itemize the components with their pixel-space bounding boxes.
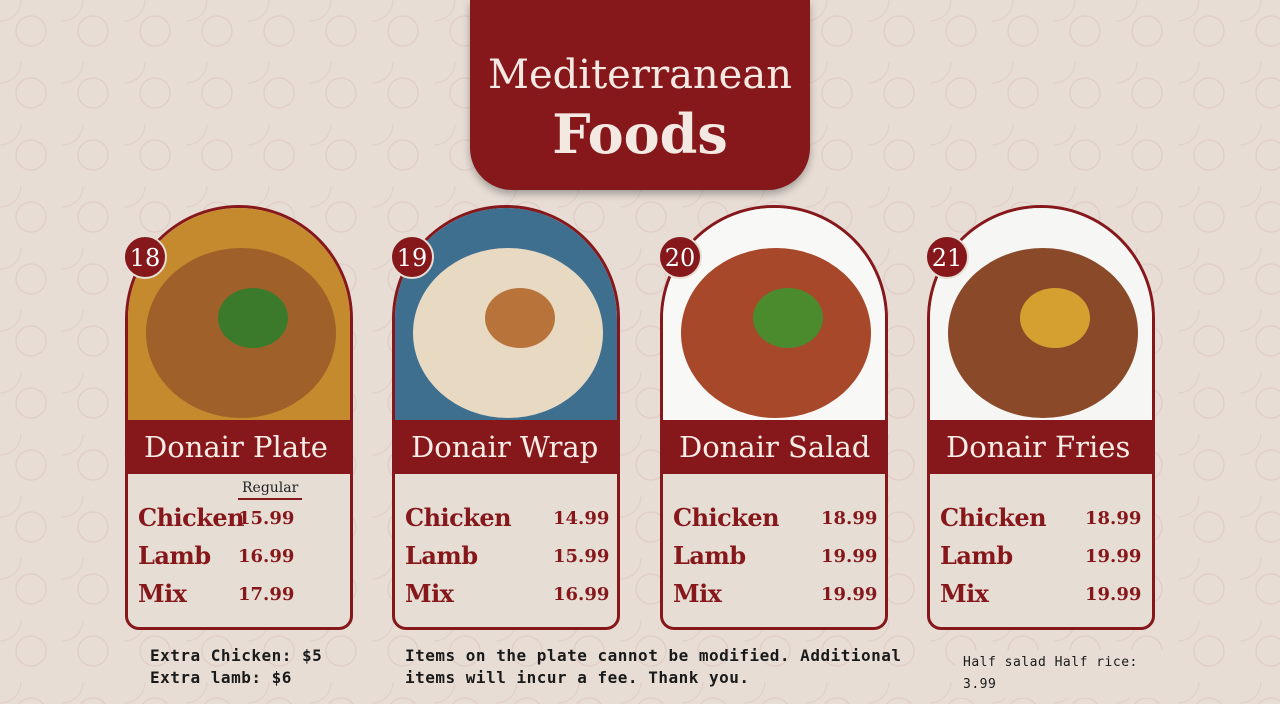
- item-number-badge: 19: [390, 235, 434, 279]
- variant-label: Chicken: [138, 503, 245, 532]
- variant-label: Mix: [673, 579, 722, 608]
- item-number-badge: 20: [658, 235, 702, 279]
- variant-label: Lamb: [405, 541, 478, 570]
- variant-price: 19.99: [1085, 546, 1142, 567]
- title-line-1: Mediterranean: [488, 52, 792, 98]
- variant-price: 19.99: [821, 546, 878, 567]
- variant-label: Mix: [940, 579, 989, 608]
- food-photo: [663, 208, 885, 420]
- menu-title: Mediterranean Foods: [470, 0, 810, 190]
- item-name: Donair Fries: [930, 420, 1152, 474]
- variant-label: Chicken: [405, 503, 512, 532]
- food-photo: [128, 208, 350, 420]
- variant-label: Chicken: [940, 503, 1047, 532]
- variant-price: 19.99: [1085, 584, 1142, 605]
- variant-label: Mix: [138, 579, 187, 608]
- food-photo: [930, 208, 1152, 420]
- variant-price: 15.99: [238, 508, 295, 529]
- policy-note: Items on the plate cannot be modified. A…: [405, 645, 902, 689]
- item-name: Donair Salad: [663, 420, 885, 474]
- variant-price: 18.99: [821, 508, 878, 529]
- size-label: Regular: [238, 480, 303, 500]
- extra-chicken-text: Extra Chicken: $5: [150, 646, 323, 665]
- variant-price: 14.99: [553, 508, 610, 529]
- policy-line-1: Items on the plate cannot be modified. A…: [405, 646, 902, 665]
- variant-price: 17.99: [238, 584, 295, 605]
- variant-price: 16.99: [553, 584, 610, 605]
- variant-label: Lamb: [138, 541, 211, 570]
- variant-price: 15.99: [553, 546, 610, 567]
- item-number-badge: 18: [123, 235, 167, 279]
- variant-label: Mix: [405, 579, 454, 608]
- policy-line-2: items will incur a fee. Thank you.: [405, 668, 750, 687]
- title-line-2: Foods: [552, 102, 728, 166]
- variant-label: Lamb: [673, 541, 746, 570]
- variant-price: 16.99: [238, 546, 295, 567]
- menu-card: Donair Salad Chicken 18.99 Lamb 19.99 Mix 1…: [660, 205, 888, 630]
- extras-note: Extra Chicken: $5 Extra lamb: $6: [150, 645, 322, 689]
- menu-card: Donair Plate Regular Chicken 15.99 Lamb 16.…: [125, 205, 353, 630]
- variant-label: Chicken: [673, 503, 780, 532]
- extra-lamb-text: Extra lamb: $6: [150, 668, 292, 687]
- half-half-note: Half salad Half rice: 3.99: [955, 650, 1185, 698]
- item-name: Donair Wrap: [395, 420, 617, 474]
- variant-label: Lamb: [940, 541, 1013, 570]
- item-name: Donair Plate: [128, 420, 350, 474]
- menu-card: Donair Fries Chicken 18.99 Lamb 19.99 Mix 1…: [927, 205, 1155, 630]
- variant-price: 19.99: [821, 584, 878, 605]
- food-photo: [395, 208, 617, 420]
- menu-card: Donair Wrap Chicken 14.99 Lamb 15.99 Mix 16…: [392, 205, 620, 630]
- variant-price: 18.99: [1085, 508, 1142, 529]
- item-number-badge: 21: [925, 235, 969, 279]
